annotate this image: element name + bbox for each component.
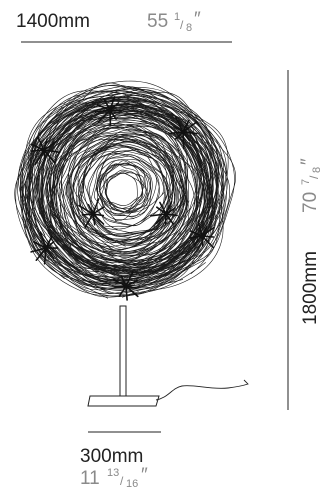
lamp-base (87, 395, 160, 407)
wire-loop (46, 116, 210, 265)
width-imperial-numerator: 1 (174, 11, 180, 23)
height-imperial-whole: 70 (300, 192, 321, 213)
star-burst-light (150, 200, 178, 226)
star-burst-light (168, 116, 198, 149)
wire-loop (60, 124, 187, 258)
power-cable (155, 379, 249, 401)
wire-loop (14, 90, 221, 299)
width-imperial-whole: 55 (147, 11, 168, 32)
wire-loop (99, 159, 147, 215)
wire-loop (38, 115, 208, 274)
wire-loop (96, 155, 157, 217)
wire-loop (49, 122, 188, 261)
wire-loop (89, 153, 160, 231)
wire-loop (39, 100, 204, 269)
wire-loop (90, 154, 168, 226)
wire-loop (99, 162, 144, 210)
wire-loop (29, 97, 216, 296)
star-burst-light (189, 220, 215, 249)
wire-loop (93, 161, 153, 221)
base-dimension: 300mm 11 13 / 16 ″ (80, 431, 161, 490)
wire-loop (33, 100, 211, 271)
height-inch-mark: ″ (298, 158, 319, 165)
svg-text:/: / (180, 18, 184, 32)
wire-loop (21, 84, 221, 289)
base-inch-mark: ″ (141, 465, 148, 486)
wire-loop (51, 126, 186, 247)
wire-loop (45, 123, 189, 263)
star-burst-light (30, 231, 59, 265)
wire-loop (82, 149, 176, 238)
wire-loop (28, 82, 228, 281)
wire-loop (59, 135, 200, 262)
base-imperial-numerator: 13 (107, 467, 119, 479)
wire-loop (80, 139, 175, 234)
star-burst-light (112, 270, 139, 301)
wire-loop (96, 159, 165, 215)
wire-loop (104, 171, 148, 213)
wire-loop (50, 110, 187, 262)
star-burst-light (78, 198, 105, 228)
width-inch-mark: ″ (194, 9, 201, 30)
wire-loop (26, 98, 209, 283)
height-imperial-denominator: 8 (311, 167, 323, 173)
height-metric-label: 1800mm (300, 251, 321, 325)
lamp-stem (119, 305, 127, 399)
svg-text:/: / (307, 175, 321, 179)
wire-loop (79, 150, 169, 240)
wire-loop (73, 140, 176, 237)
base-metric-label: 300mm (80, 446, 143, 467)
wire-loop (26, 88, 219, 284)
wire-loop (31, 105, 216, 289)
wire-loop (62, 124, 198, 266)
width-dimension: 1400mm 55 1 / 8 ″ (16, 9, 232, 43)
height-imperial-numerator: 7 (300, 179, 312, 185)
floor-lamp-drawing (14, 80, 249, 407)
base-imperial-whole: 11 (80, 468, 100, 489)
wire-loop (98, 172, 145, 206)
wire-loop (87, 152, 171, 234)
star-burst-light (30, 136, 61, 165)
wire-loop (21, 85, 228, 289)
star-lights (30, 96, 215, 301)
wire-loop (105, 160, 151, 213)
wire-loop (53, 113, 202, 269)
wire-loop (17, 89, 223, 295)
wire-shade (14, 80, 236, 299)
base-imperial-denominator: 16 (126, 478, 138, 490)
wire-loop (68, 131, 195, 256)
wire-loop (28, 89, 225, 278)
wire-loop (84, 135, 174, 247)
svg-text:/: / (120, 474, 124, 488)
wire-loop (69, 145, 174, 244)
height-dimension: 1800mm 70 7 / 8 ″ (287, 70, 323, 410)
wire-loop (42, 109, 201, 278)
width-metric-label: 1400mm (16, 11, 90, 32)
star-burst-light (94, 96, 123, 126)
width-imperial-denominator: 8 (186, 22, 192, 34)
